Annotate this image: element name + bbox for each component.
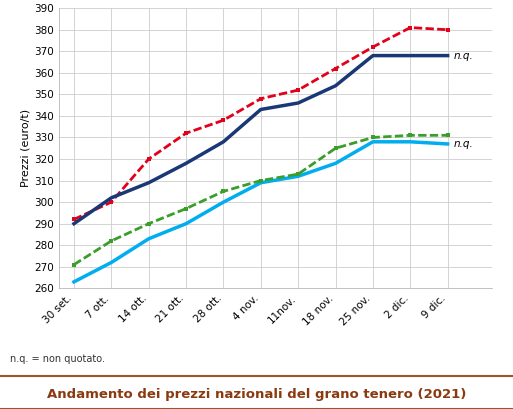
- Text: n.q. = non quotato.: n.q. = non quotato.: [10, 354, 105, 364]
- Text: n.q.: n.q.: [453, 139, 473, 149]
- Text: Andamento dei prezzi nazionali del grano tenero (2021): Andamento dei prezzi nazionali del grano…: [47, 388, 466, 401]
- Text: n.q.: n.q.: [453, 51, 473, 61]
- Y-axis label: Prezzi (euro/t): Prezzi (euro/t): [20, 109, 30, 187]
